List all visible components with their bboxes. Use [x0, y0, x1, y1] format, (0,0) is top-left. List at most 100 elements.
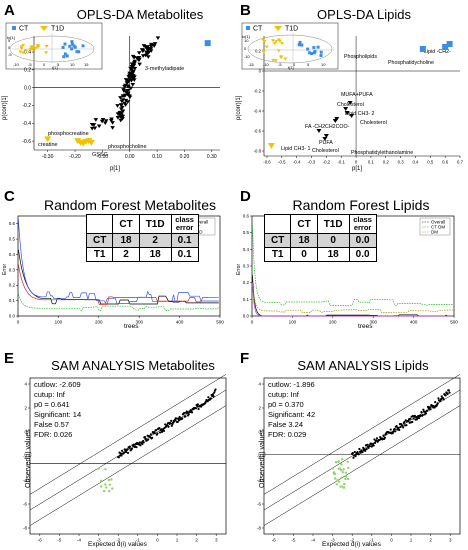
a-point	[131, 63, 137, 68]
a-point	[115, 104, 120, 108]
a-point	[123, 83, 128, 88]
e-xlabel: Expected d(i) values	[88, 541, 148, 548]
a-point	[121, 88, 126, 92]
f-sig-point	[342, 468, 345, 471]
a-inset-ct-point	[68, 44, 72, 48]
d-th-1: CT	[290, 214, 318, 234]
b-point	[334, 117, 340, 121]
b-inset-ct-point	[319, 53, 323, 57]
c-ytick: 0.4	[9, 252, 16, 257]
a-point	[131, 75, 137, 79]
f-point	[365, 447, 368, 451]
f-ytick: -2	[257, 454, 261, 459]
b-ytick: 0	[259, 68, 262, 73]
e-point	[183, 411, 186, 415]
f-point	[415, 418, 418, 421]
a-ytick: 0.2	[24, 68, 31, 74]
d-series-line	[252, 275, 453, 317]
e-point	[190, 411, 194, 414]
b-point	[323, 134, 329, 138]
f-delta-line	[263, 405, 461, 526]
e-point	[176, 420, 179, 424]
e-point	[132, 443, 135, 446]
e-point	[119, 452, 122, 455]
a-point	[137, 62, 142, 67]
b-inset-yt1: 0	[244, 46, 247, 51]
f-sig-point	[344, 471, 348, 474]
d-ytick: 0.5	[243, 230, 250, 235]
f-point	[398, 428, 401, 432]
a-point	[146, 51, 151, 55]
b-xtick: 0.1	[368, 159, 375, 164]
e-point	[170, 419, 173, 423]
b-ann-phosphatidycholine: Phosphatidycholine	[388, 60, 434, 66]
b-xlabel: p[1]	[352, 166, 362, 172]
b-inset-t1d-point	[279, 55, 284, 59]
f-point	[358, 447, 361, 451]
f-sig-point	[344, 475, 348, 478]
panel-d-chart: Error trees Overall CT DM DM 0 100 200 300 4…	[236, 214, 458, 331]
a-xlabel: p[1]	[110, 166, 120, 172]
e-sig-point	[105, 486, 108, 489]
a-point	[120, 105, 125, 110]
a-inset-ct-point	[63, 52, 67, 56]
a-inset-xt5: 15	[84, 62, 89, 67]
e-sig-point	[104, 483, 107, 486]
b-ytick: -0.4	[254, 108, 262, 113]
a-xtick: 0.00	[125, 154, 135, 160]
e-xtick: -1	[136, 538, 140, 543]
a-inset-t1d-point	[21, 51, 26, 55]
c-legend-0: Overall	[194, 220, 208, 225]
e-sig-point	[97, 467, 100, 470]
f-ytick: 2	[258, 406, 261, 411]
e-sig-point	[102, 489, 106, 493]
a-t1d-point	[44, 136, 52, 143]
c-series-line	[18, 219, 219, 304]
e-point	[197, 407, 200, 411]
b-inset-ellipse	[247, 34, 333, 64]
d-r0-3: 0.0	[348, 233, 377, 248]
f-sig-point	[340, 457, 344, 461]
b-inset-ct-point	[298, 40, 302, 44]
a-point	[125, 100, 131, 104]
f-point	[434, 400, 437, 404]
b-point	[316, 129, 322, 133]
a-point	[127, 73, 132, 78]
e-point	[169, 422, 172, 425]
panel-d-label: D	[240, 188, 251, 205]
a-xtick: 0.10	[152, 154, 162, 160]
d-series-line	[252, 225, 453, 306]
b-t1d-point	[267, 143, 275, 149]
f-point	[428, 406, 432, 409]
e-sig-point	[99, 479, 103, 483]
a-point	[136, 55, 142, 60]
d-ylabel: Error	[236, 264, 242, 275]
f-stat-false: False 3.24	[268, 420, 304, 429]
b-legend-ct: CT	[253, 26, 263, 33]
e-point	[209, 397, 213, 400]
b-ytick: -0.2	[254, 88, 262, 93]
f-stat-significant: Significant: 42	[268, 410, 316, 419]
f-xtick: 2	[429, 538, 432, 543]
b-xtick: -0.2	[323, 159, 331, 164]
c-confusion-table: CT T1D class error CT 18 2 0.1 T1 2 18 0.1	[85, 214, 199, 262]
f-sig-point	[341, 470, 344, 474]
a-point	[148, 44, 154, 49]
a-inset-xlabel: t[1]	[52, 65, 58, 70]
e-xtick: 2	[195, 538, 198, 543]
c-th-1: CT	[112, 214, 140, 234]
b-inset-ct-point	[306, 47, 310, 51]
f-point	[364, 449, 367, 452]
f-point	[426, 409, 429, 412]
f-stat-cutup: cutup: Inf	[268, 390, 299, 399]
e-ytick: -4	[23, 478, 27, 483]
f-ytick: -8	[257, 526, 261, 531]
b-inset-t1d-point	[264, 45, 269, 49]
e-point	[143, 436, 147, 439]
e-stat-false: False 0.57	[34, 420, 70, 429]
e-point	[184, 415, 187, 418]
c-r1-0: T1	[85, 247, 114, 262]
a-point	[152, 42, 158, 46]
d-legend-2: DM	[431, 230, 438, 235]
e-xtick: -3	[97, 538, 101, 543]
